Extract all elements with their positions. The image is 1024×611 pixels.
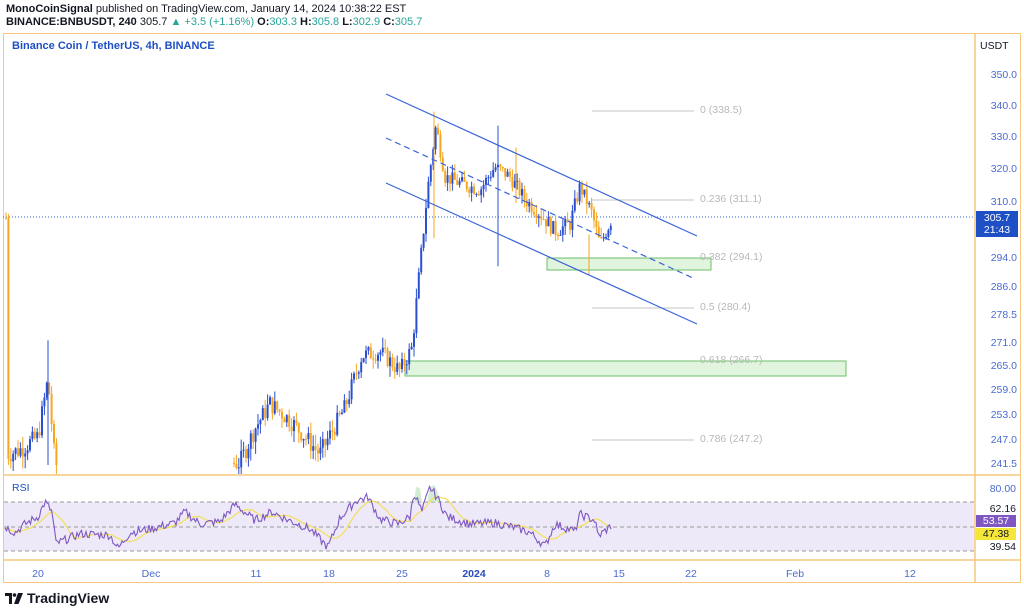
fib-level-label: 0.618 (266.7) xyxy=(700,354,763,366)
fibonacci-retracement[interactable] xyxy=(592,110,694,441)
chart-title: Binance Coin / TetherUS, 4h, BINANCE xyxy=(12,40,215,52)
rsi-tick-label: 80.00 xyxy=(989,483,1016,495)
time-tick-label: 11 xyxy=(250,568,262,580)
price-tick-label: 340.0 xyxy=(990,100,1017,112)
price-tick-label: 350.0 xyxy=(990,69,1017,81)
time-tick-label: 8 xyxy=(544,568,550,580)
publish-info: MonoCoinSignal published on TradingView.… xyxy=(6,3,406,15)
time-tick-label: 18 xyxy=(323,568,335,580)
close-label: C: xyxy=(383,16,395,28)
author-name[interactable]: MonoCoinSignal xyxy=(6,3,93,15)
rsi-tick-label: 62.16 xyxy=(989,503,1016,515)
fib-level-label: 0 (338.5) xyxy=(700,104,743,116)
symbol-label: BINANCE:BNBUSDT, 240 xyxy=(6,16,137,28)
price-tick-label: 330.0 xyxy=(990,131,1017,143)
rsi-title[interactable]: RSI xyxy=(12,482,30,494)
time-tick-label: Feb xyxy=(785,568,805,580)
channel-lower-line[interactable] xyxy=(385,182,698,325)
price-change: ▲ +3.5 (+1.16%) xyxy=(170,16,255,28)
time-tick-label: 25 xyxy=(396,568,408,580)
last-price: 305.7 xyxy=(139,16,168,28)
logo-text: TradingView xyxy=(27,590,110,606)
published-text: published on TradingView.com, January 14… xyxy=(95,3,407,15)
high-label: H: xyxy=(300,16,312,28)
low-label: L: xyxy=(342,16,353,28)
time-tick-label: 22 xyxy=(685,568,697,580)
price-tick-label: 286.0 xyxy=(990,281,1017,293)
time-tick-label: 20 xyxy=(32,568,44,580)
main-chart-frame[interactable] xyxy=(3,33,1021,583)
low-value: 302.9 xyxy=(352,16,381,28)
rsi-line xyxy=(4,484,612,550)
channel-middle-line[interactable] xyxy=(385,137,694,279)
price-tick-label: 278.5 xyxy=(990,309,1017,321)
price-tick-label: 271.0 xyxy=(990,337,1017,349)
symbol-info: BINANCE:BNBUSDT, 240 305.7 ▲ +3.5 (+1.16… xyxy=(6,16,422,28)
support-zone-lower[interactable] xyxy=(404,360,847,377)
price-tick-label: 253.0 xyxy=(990,409,1017,421)
bar-countdown: 21:43 xyxy=(983,224,1011,236)
price-tick-label: 310.0 xyxy=(990,196,1017,208)
candlestick-series[interactable] xyxy=(5,111,612,474)
time-tick-label: 15 xyxy=(613,568,625,580)
rsi-tick-label: 53.57 xyxy=(976,515,1016,527)
price-tick-label: 247.0 xyxy=(990,434,1017,446)
time-tick-label: 12 xyxy=(904,568,916,580)
open-value: 303.3 xyxy=(269,16,297,28)
current-price-value: 305.7 xyxy=(983,212,1011,224)
time-tick-label: Dec xyxy=(141,568,161,580)
fib-level-label: 0.786 (247.2) xyxy=(700,433,763,445)
tradingview-logo-icon xyxy=(5,592,23,604)
rsi-tick-label: 39.54 xyxy=(989,541,1016,553)
close-value: 305.7 xyxy=(394,16,423,28)
price-tick-label: 241.5 xyxy=(990,458,1017,470)
fib-level-label: 0.236 (311.1) xyxy=(700,193,762,205)
channel-upper-line[interactable] xyxy=(385,93,698,237)
time-tick-label: 2024 xyxy=(462,568,486,580)
currency-label[interactable]: USDT xyxy=(980,40,1009,52)
fib-level-label: 0.5 (280.4) xyxy=(700,301,751,313)
rsi-tick-label: 47.38 xyxy=(976,528,1016,540)
tradingview-logo[interactable]: TradingView xyxy=(5,590,109,606)
price-tick-label: 294.0 xyxy=(990,252,1017,264)
open-label: O: xyxy=(257,16,270,28)
support-zone-upper[interactable] xyxy=(546,257,712,271)
current-price-tag: 305.7 21:43 xyxy=(976,211,1018,237)
price-tick-label: 259.0 xyxy=(990,384,1017,396)
price-tick-label: 265.0 xyxy=(990,360,1017,372)
fib-level-label: 0.382 (294.1) xyxy=(700,251,763,263)
price-tick-label: 320.0 xyxy=(990,163,1017,175)
high-value: 305.8 xyxy=(311,16,340,28)
